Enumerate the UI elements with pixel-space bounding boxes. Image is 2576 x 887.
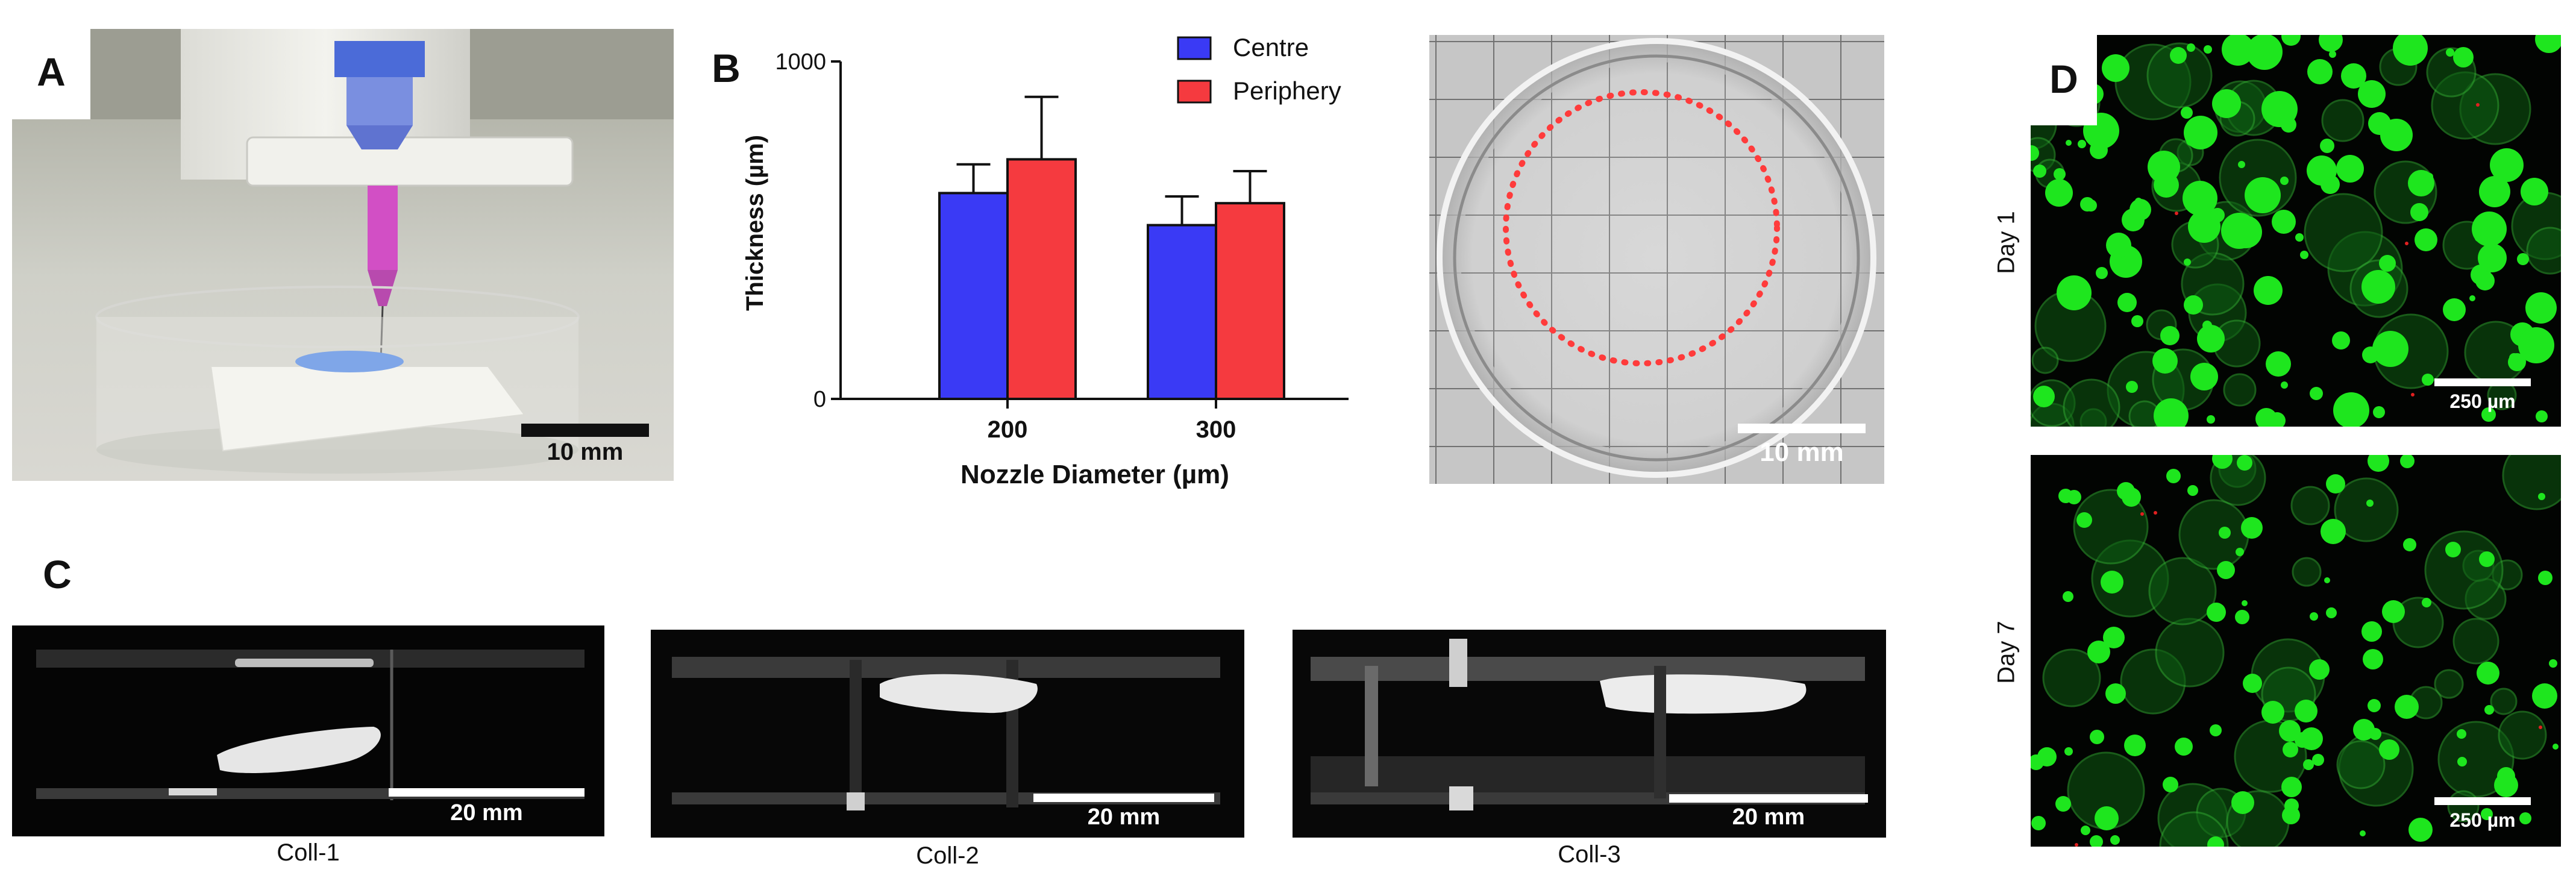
legend-swatch <box>1177 80 1212 104</box>
bar <box>1147 224 1217 400</box>
day-1-label: Day 1 <box>1993 211 2020 274</box>
bar <box>1215 202 1285 400</box>
thickness-bar-chart: 0 1000 200 300 Nozzle Diameter (µm) Thickness… <box>742 33 1349 489</box>
panel-label-c: C <box>33 554 81 603</box>
day-7-label: Day 7 <box>1993 621 2020 684</box>
scale-label: 250 µm <box>2449 390 2516 412</box>
scale-label: 20 mm <box>450 800 523 826</box>
coll-2-caption: Coll-2 <box>916 842 979 869</box>
dashed-ring <box>1503 89 1780 366</box>
bar <box>938 192 1009 400</box>
day-1-micrograph <box>2007 25 2576 448</box>
y-tick-label: 0 <box>813 387 826 412</box>
x-tick-label: 200 <box>988 416 1028 443</box>
x-tick-label: 300 <box>1196 416 1236 443</box>
coll-3-photo <box>1293 630 1886 838</box>
scale-bar <box>1738 424 1866 433</box>
panel-label-d: D <box>2031 35 2097 125</box>
scale-bar <box>521 424 649 437</box>
scale-bar <box>1033 794 1214 802</box>
scale-label: 250 µm <box>2449 809 2516 831</box>
printer-photo <box>12 29 674 481</box>
legend-label: Centre <box>1233 33 1309 61</box>
day-7-image: 250 µm <box>2028 440 2572 881</box>
day-1-image: 250 µm <box>2007 25 2576 448</box>
panel-label-a: A <box>12 29 90 119</box>
y-tick-label: 1000 <box>775 49 826 75</box>
x-axis-label: Nozzle Diameter (µm) <box>961 460 1229 489</box>
petri-dish-photo <box>1429 35 1884 484</box>
scale-bar <box>2434 378 2531 386</box>
panel-b-photo: 10 mm <box>1429 35 1884 484</box>
scale-label: 20 mm <box>1087 804 1161 830</box>
y-axis-label: Thickness (µm) <box>742 135 768 311</box>
scale-label: 10 mm <box>1760 437 1844 467</box>
coll-3-image: 20 mm <box>1293 630 1886 838</box>
legend-swatch <box>1177 36 1212 60</box>
scale-label: 10 mm <box>547 439 624 465</box>
coll-1-caption: Coll-1 <box>277 839 340 866</box>
coll-1-photo <box>12 625 604 836</box>
bar <box>1006 158 1077 400</box>
scale-label: 20 mm <box>1732 804 1805 830</box>
panel-label-b: B <box>699 48 753 102</box>
coll-2-image: 20 mm <box>651 630 1244 838</box>
scale-bar <box>1669 794 1868 803</box>
scale-bar <box>2434 797 2531 805</box>
day-7-micrograph <box>2028 440 2572 881</box>
panel-a: 10 mm <box>12 29 674 481</box>
scale-bar <box>389 788 584 797</box>
legend-label: Periphery <box>1233 77 1341 105</box>
coll-1-image: 20 mm <box>12 625 604 836</box>
coll-3-caption: Coll-3 <box>1558 841 1621 868</box>
